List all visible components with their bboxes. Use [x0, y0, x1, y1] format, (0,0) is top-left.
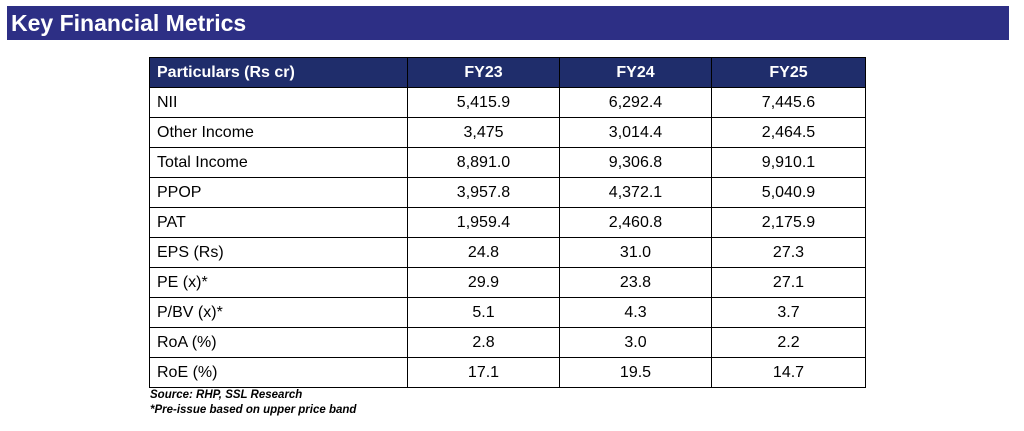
header-fy23: FY23 — [407, 57, 560, 88]
cell-fy24: 3.0 — [559, 327, 712, 358]
cell-fy25: 2.2 — [711, 327, 866, 358]
cell-fy24: 4.3 — [559, 297, 712, 328]
cell-fy23: 8,891.0 — [407, 147, 560, 178]
table-row: Total Income 8,891.0 9,306.8 9,910.1 — [149, 147, 866, 178]
header-fy24: FY24 — [559, 57, 712, 88]
cell-fy25: 7,445.6 — [711, 87, 866, 118]
table-row: RoE (%) 17.1 19.5 14.7 — [149, 357, 866, 388]
cell-fy24: 9,306.8 — [559, 147, 712, 178]
cell-fy24: 2,460.8 — [559, 207, 712, 238]
table-header-row: Particulars (Rs cr) FY23 FY24 FY25 — [149, 57, 866, 88]
cell-fy25: 27.1 — [711, 267, 866, 298]
source-note: Source: RHP, SSL Research — [150, 389, 303, 401]
table-row: PE (x)* 29.9 23.8 27.1 — [149, 267, 866, 298]
table-row: PAT 1,959.4 2,460.8 2,175.9 — [149, 207, 866, 238]
cell-fy24: 6,292.4 — [559, 87, 712, 118]
table-row: NII 5,415.9 6,292.4 7,445.6 — [149, 87, 866, 118]
cell-fy23: 3,957.8 — [407, 177, 560, 208]
table-row: EPS (Rs) 24.8 31.0 27.3 — [149, 237, 866, 268]
table-row: PPOP 3,957.8 4,372.1 5,040.9 — [149, 177, 866, 208]
header-particulars: Particulars (Rs cr) — [149, 57, 408, 88]
footnote: *Pre-issue based on upper price band — [150, 404, 357, 416]
table-row: Other Income 3,475 3,014.4 2,464.5 — [149, 117, 866, 148]
financial-metrics-table: Particulars (Rs cr) FY23 FY24 FY25 NII 5… — [149, 57, 866, 388]
cell-fy23: 5.1 — [407, 297, 560, 328]
row-label: Total Income — [149, 147, 408, 178]
row-label: P/BV (x)* — [149, 297, 408, 328]
cell-fy23: 1,959.4 — [407, 207, 560, 238]
cell-fy23: 2.8 — [407, 327, 560, 358]
cell-fy23: 5,415.9 — [407, 87, 560, 118]
cell-fy24: 19.5 — [559, 357, 712, 388]
table-row: P/BV (x)* 5.1 4.3 3.7 — [149, 297, 866, 328]
cell-fy23: 3,475 — [407, 117, 560, 148]
cell-fy25: 2,175.9 — [711, 207, 866, 238]
row-label: PE (x)* — [149, 267, 408, 298]
cell-fy24: 4,372.1 — [559, 177, 712, 208]
cell-fy25: 2,464.5 — [711, 117, 866, 148]
cell-fy25: 5,040.9 — [711, 177, 866, 208]
cell-fy25: 3.7 — [711, 297, 866, 328]
section-title: Key Financial Metrics — [7, 6, 1009, 40]
cell-fy25: 27.3 — [711, 237, 866, 268]
row-label: Other Income — [149, 117, 408, 148]
cell-fy25: 14.7 — [711, 357, 866, 388]
cell-fy24: 31.0 — [559, 237, 712, 268]
table-notes: Source: RHP, SSL Research *Pre-issue bas… — [150, 388, 356, 418]
cell-fy23: 29.9 — [407, 267, 560, 298]
row-label: EPS (Rs) — [149, 237, 408, 268]
header-fy25: FY25 — [711, 57, 866, 88]
cell-fy24: 23.8 — [559, 267, 712, 298]
row-label: RoA (%) — [149, 327, 408, 358]
cell-fy23: 17.1 — [407, 357, 560, 388]
row-label: RoE (%) — [149, 357, 408, 388]
table-row: RoA (%) 2.8 3.0 2.2 — [149, 327, 866, 358]
row-label: PPOP — [149, 177, 408, 208]
cell-fy23: 24.8 — [407, 237, 560, 268]
row-label: NII — [149, 87, 408, 118]
row-label: PAT — [149, 207, 408, 238]
cell-fy25: 9,910.1 — [711, 147, 866, 178]
cell-fy24: 3,014.4 — [559, 117, 712, 148]
